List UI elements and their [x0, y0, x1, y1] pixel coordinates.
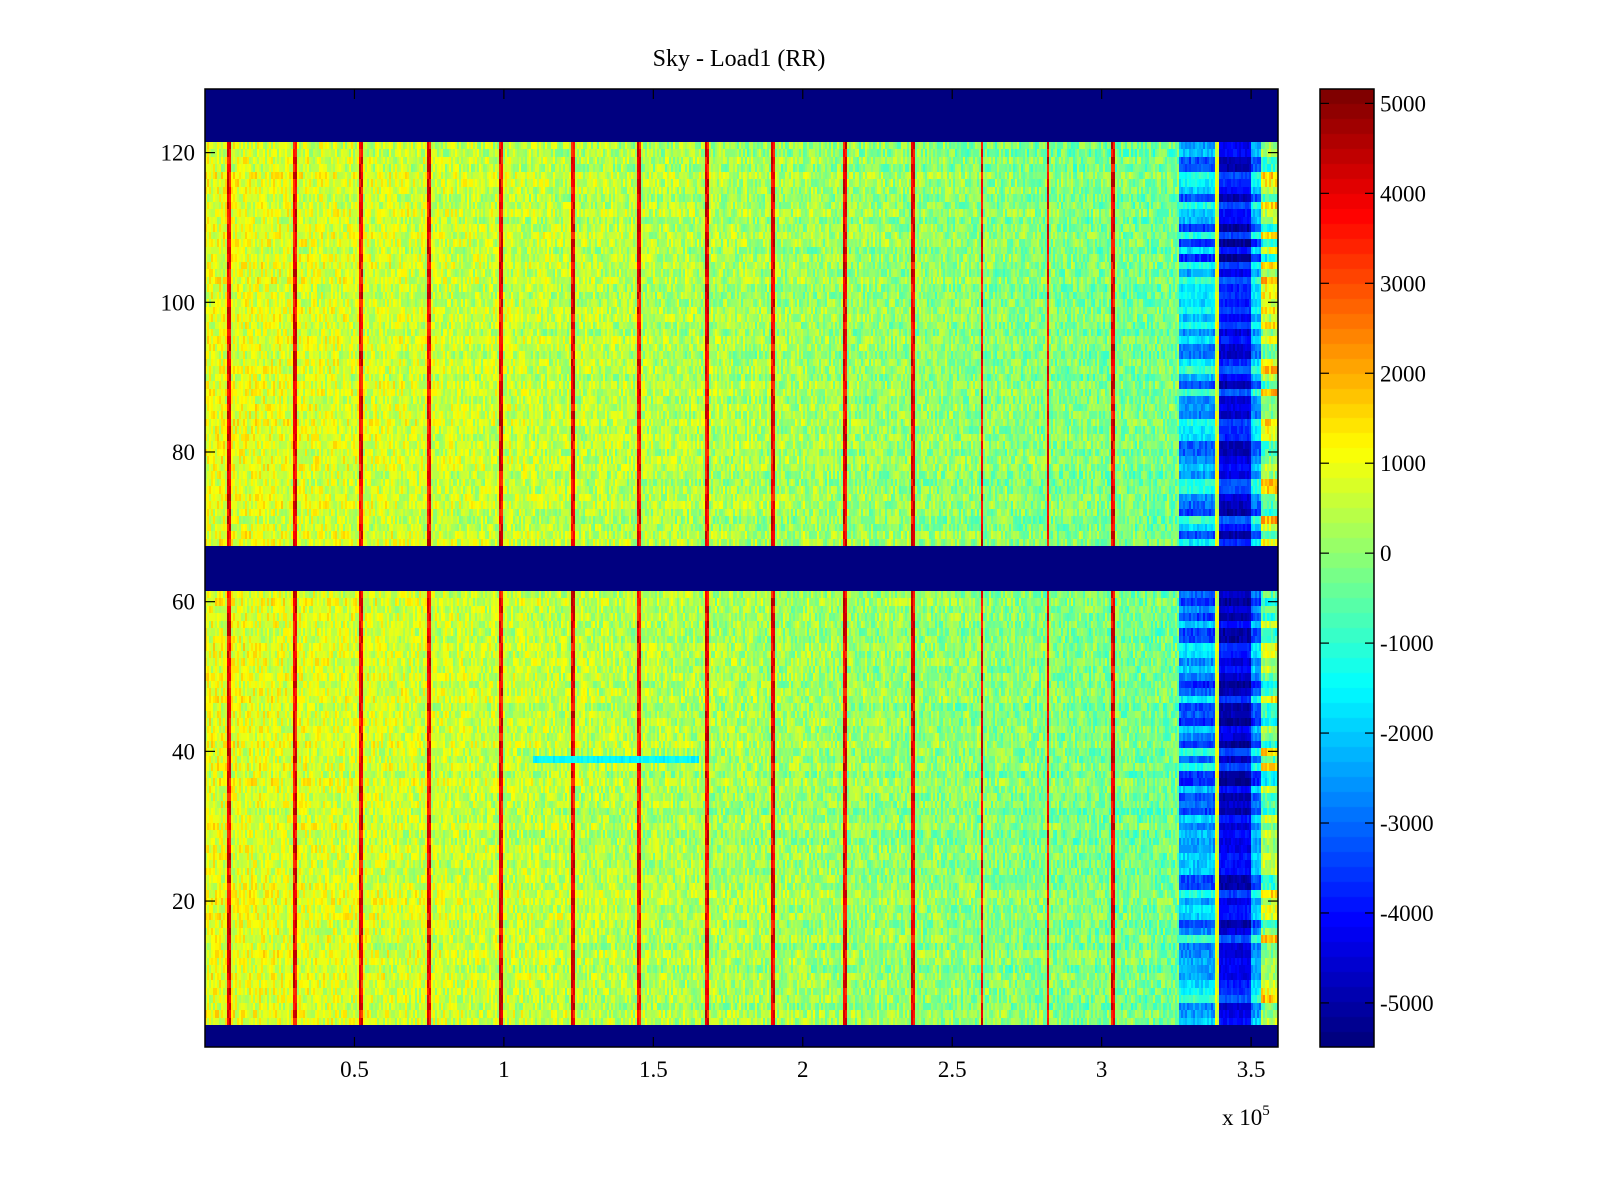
x-tick-label: 3 — [1096, 1057, 1108, 1082]
y-tick-label: 120 — [161, 141, 196, 166]
x-multiplier-exponent: 5 — [1262, 1103, 1270, 1119]
chart-title: Sky - Load1 (RR) — [653, 46, 826, 72]
x-tick-label: 2 — [797, 1057, 809, 1082]
x-tick-label: 3.5 — [1237, 1057, 1266, 1082]
x-multiplier-label: x 105 — [1222, 1103, 1270, 1130]
x-tick-label: 2.5 — [938, 1057, 967, 1082]
y-tick-label: 20 — [172, 889, 195, 914]
y-tick-label: 60 — [172, 590, 195, 615]
x-tick-label: 1.5 — [639, 1057, 668, 1082]
colorbar-gradient — [1320, 89, 1374, 1047]
colorbar-tick-label: 3000 — [1380, 271, 1426, 296]
colorbar-tick-label: -3000 — [1380, 811, 1434, 836]
y-axis: 20 40 60 80 100 120 — [161, 141, 1278, 914]
y-tick-label: 80 — [172, 440, 195, 465]
colorbar-tick-label: 4000 — [1380, 181, 1426, 206]
colorbar-tick-label: 0 — [1380, 541, 1392, 566]
colorbar-tick-label: 5000 — [1380, 91, 1426, 116]
colorbar-tick-label: -2000 — [1380, 721, 1434, 746]
colorbar-tick-label: 1000 — [1380, 451, 1426, 476]
x-multiplier-base: x 10 — [1222, 1105, 1262, 1130]
y-tick-label: 100 — [161, 290, 196, 315]
x-tick-label: 1 — [498, 1057, 510, 1082]
heatmap-image — [205, 89, 1278, 1047]
plot-frame — [204, 88, 1279, 1048]
colorbar-axis: 5000 4000 3000 2000 1000 0 -1000 -2000 -3000 -400… — [1320, 91, 1434, 1016]
colorbar-tick-label: -1000 — [1380, 631, 1434, 656]
colorbar-frame — [1319, 88, 1375, 1048]
y-tick-label: 40 — [172, 739, 195, 764]
x-tick-label: 0.5 — [340, 1057, 369, 1082]
colorbar-tick-label: 2000 — [1380, 361, 1426, 386]
colorbar-tick-label: -4000 — [1380, 901, 1434, 926]
x-axis: 0.5 1 1.5 2 2.5 3 3.5 — [340, 89, 1265, 1082]
colorbar-tick-label: -5000 — [1380, 991, 1434, 1016]
